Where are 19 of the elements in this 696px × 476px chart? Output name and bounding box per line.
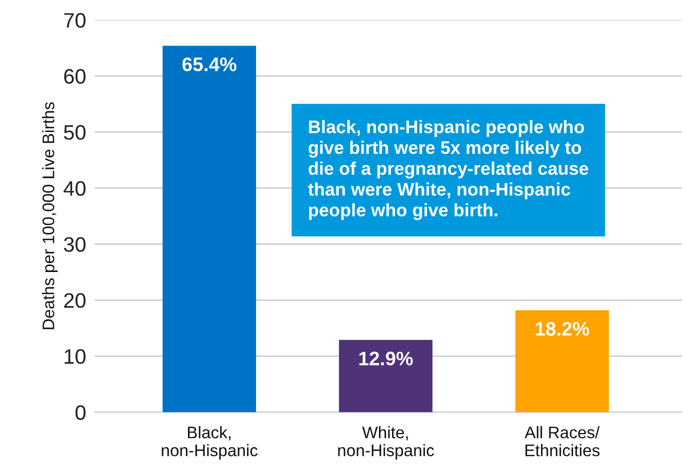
y-tick-label: 50 [64, 125, 86, 140]
bar [162, 46, 256, 412]
bar [515, 310, 609, 412]
y-tick-label: 20 [64, 293, 86, 308]
data-label: 12.9% [359, 352, 413, 366]
bar [338, 340, 432, 412]
y-axis-title: Deaths per 100,000 Live Births [42, 102, 58, 330]
data-label: 65.4% [182, 57, 236, 72]
y-tick-label: 0 [76, 405, 86, 420]
annotation: Black, non-Hispanic people who give birth were 5x more likely to die of a pregnancy-related cause than were White, non-Hispanic people who give birth. [308, 120, 588, 220]
y-tick-label: 30 [64, 237, 86, 252]
x-tick-label: Black, non-Hispanic [162, 426, 258, 460]
x-tick-label: White, non-Hispanic [338, 426, 434, 460]
y-tick-label: 10 [64, 349, 86, 364]
x-tick-label: All Races/ Ethnicities [524, 426, 600, 456]
y-tick-label: 70 [64, 12, 86, 28]
data-label: 18.2% [536, 322, 590, 336]
y-tick-label: 40 [64, 181, 86, 196]
y-tick-label: 60 [64, 69, 86, 84]
